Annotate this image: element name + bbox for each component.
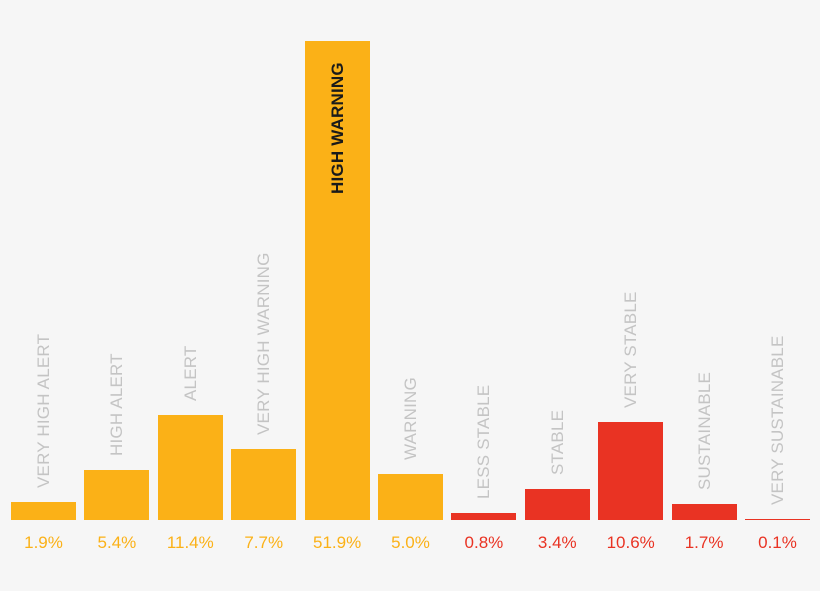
value-label: 51.9% [312, 533, 362, 552]
value-label: 0.8% [464, 533, 504, 552]
category-label: STABLE [547, 409, 567, 475]
bar-column: ALERT 11.4% [157, 0, 223, 591]
bar [84, 470, 150, 520]
bar-column: VERY HIGH ALERT 1.9% [11, 0, 76, 591]
value-label: 11.4% [166, 533, 214, 552]
category-label: HIGH ALERT [107, 353, 127, 457]
category-label: SUSTAINABLE [694, 372, 714, 491]
value-label: 1.9% [24, 533, 63, 552]
value-label: 5.0% [391, 533, 430, 552]
bar [231, 448, 297, 520]
value-label: 10.6% [606, 533, 655, 552]
category-label: WARNING [401, 376, 420, 460]
category-label: VERY STABLE [621, 291, 641, 409]
bar-column: LESS STABLE 0.8% [451, 0, 517, 591]
category-label: VERY HIGH WARNING [254, 252, 274, 435]
bar-column: SUSTAINABLE 1.7% [671, 0, 737, 591]
bar-column: VERY SUSTAINABLE 0.1% [745, 0, 810, 591]
value-label: 1.7% [684, 533, 724, 552]
bar [304, 41, 370, 520]
bar-column: VERY STABLE 10.6% [598, 0, 664, 591]
bar [671, 504, 737, 520]
value-label: 3.4% [537, 533, 577, 552]
bar-column: HIGH ALERT 5.4% [84, 0, 150, 591]
category-label: VERY HIGH ALERT [34, 334, 53, 489]
bar [11, 502, 76, 520]
bar [451, 512, 517, 520]
category-label: HIGH WARNING [327, 62, 347, 194]
value-label: 0.1% [758, 533, 797, 552]
category-label: LESS STABLE [474, 384, 494, 499]
bar [157, 414, 223, 520]
bar [378, 473, 443, 520]
value-label: 7.7% [244, 533, 284, 552]
bar [745, 518, 810, 520]
bar-column: STABLE 3.4% [524, 0, 590, 591]
bar-column: VERY HIGH WARNING 7.7% [231, 0, 297, 591]
bar-column: HIGH WARNING 51.9% [304, 0, 370, 591]
bar [598, 422, 664, 520]
category-label: VERY SUSTAINABLE [768, 335, 787, 505]
category-label: ALERT [180, 345, 200, 401]
value-label: 5.4% [97, 533, 137, 552]
bar [524, 488, 590, 520]
bar-column: WARNING 5.0% [378, 0, 443, 591]
